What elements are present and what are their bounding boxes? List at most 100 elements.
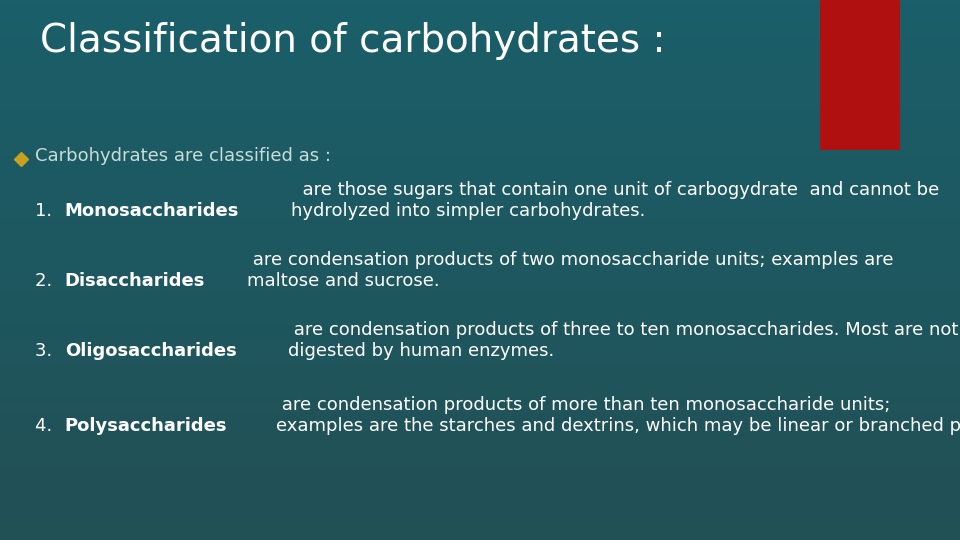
Bar xyxy=(0,209,960,211)
Bar xyxy=(0,227,960,228)
Bar xyxy=(0,247,960,248)
Bar xyxy=(0,347,960,349)
Bar xyxy=(0,221,960,223)
Bar xyxy=(0,454,960,455)
Bar xyxy=(0,119,960,120)
Bar xyxy=(0,535,960,536)
Bar xyxy=(0,194,960,196)
Bar xyxy=(0,518,960,520)
Bar xyxy=(0,471,960,474)
Bar xyxy=(0,93,960,96)
Bar xyxy=(0,212,960,214)
Bar xyxy=(0,312,960,313)
Bar xyxy=(0,366,960,367)
Bar xyxy=(0,124,960,126)
Bar xyxy=(0,135,960,137)
Bar xyxy=(0,400,960,401)
Bar xyxy=(0,274,960,275)
Bar xyxy=(0,157,960,158)
Bar xyxy=(0,443,960,444)
Bar xyxy=(0,506,960,508)
Bar xyxy=(0,387,960,389)
Bar xyxy=(0,106,960,108)
Bar xyxy=(0,155,960,157)
Bar xyxy=(0,241,960,243)
Bar xyxy=(0,177,960,178)
Bar xyxy=(0,383,960,385)
Bar xyxy=(0,306,960,308)
Bar xyxy=(0,56,960,58)
Bar xyxy=(0,304,960,306)
Bar xyxy=(0,160,960,162)
Bar xyxy=(0,153,960,155)
Bar xyxy=(0,52,960,54)
Bar xyxy=(0,403,960,405)
Bar xyxy=(0,344,960,346)
Bar xyxy=(0,331,960,333)
Bar xyxy=(0,58,960,59)
Bar xyxy=(0,234,960,236)
Bar xyxy=(0,393,960,394)
Bar xyxy=(0,239,960,241)
Bar xyxy=(0,342,960,344)
Bar xyxy=(0,477,960,479)
Bar xyxy=(0,349,960,351)
Bar xyxy=(0,0,960,2)
Bar xyxy=(0,182,960,184)
Bar xyxy=(0,369,960,371)
Bar xyxy=(0,464,960,466)
Bar xyxy=(0,401,960,403)
Bar xyxy=(0,131,960,133)
Bar xyxy=(0,196,960,198)
Bar xyxy=(0,248,960,250)
Bar xyxy=(0,90,960,92)
Bar xyxy=(0,220,960,221)
Bar xyxy=(0,99,960,101)
Text: Monosaccharides: Monosaccharides xyxy=(64,202,239,220)
Bar xyxy=(0,414,960,416)
Bar xyxy=(0,43,960,45)
Bar xyxy=(0,144,960,146)
Bar xyxy=(0,34,960,36)
Bar xyxy=(0,355,960,356)
Bar xyxy=(0,110,960,112)
Bar xyxy=(0,520,960,522)
Bar xyxy=(0,49,960,50)
Bar xyxy=(0,151,960,153)
Bar xyxy=(0,2,960,4)
Bar xyxy=(0,528,960,529)
Bar xyxy=(0,162,960,164)
Bar xyxy=(0,405,960,407)
Bar xyxy=(0,103,960,104)
Bar xyxy=(0,513,960,515)
Bar xyxy=(0,529,960,531)
Bar xyxy=(0,389,960,390)
Bar xyxy=(0,295,960,297)
Bar xyxy=(0,373,960,374)
Bar xyxy=(0,407,960,409)
Bar xyxy=(0,301,960,302)
Bar xyxy=(0,158,960,160)
Bar xyxy=(0,139,960,140)
Bar xyxy=(0,9,960,11)
Bar xyxy=(0,455,960,457)
Text: Classification of carbohydrates :: Classification of carbohydrates : xyxy=(40,22,665,60)
Bar xyxy=(0,211,960,212)
Bar xyxy=(0,481,960,482)
Text: 4.: 4. xyxy=(35,417,58,435)
Bar xyxy=(0,258,960,259)
Bar xyxy=(0,38,960,39)
Bar xyxy=(0,180,960,182)
Bar xyxy=(0,54,960,56)
Bar xyxy=(0,236,960,238)
Bar xyxy=(0,320,960,322)
Bar xyxy=(0,150,960,151)
Bar xyxy=(0,16,960,18)
Bar xyxy=(0,335,960,336)
Bar xyxy=(0,5,960,7)
Bar xyxy=(0,362,960,363)
Bar xyxy=(0,261,960,263)
Bar xyxy=(0,409,960,410)
Bar xyxy=(0,254,960,255)
Text: Carbohydrates are classified as :: Carbohydrates are classified as : xyxy=(35,147,331,165)
